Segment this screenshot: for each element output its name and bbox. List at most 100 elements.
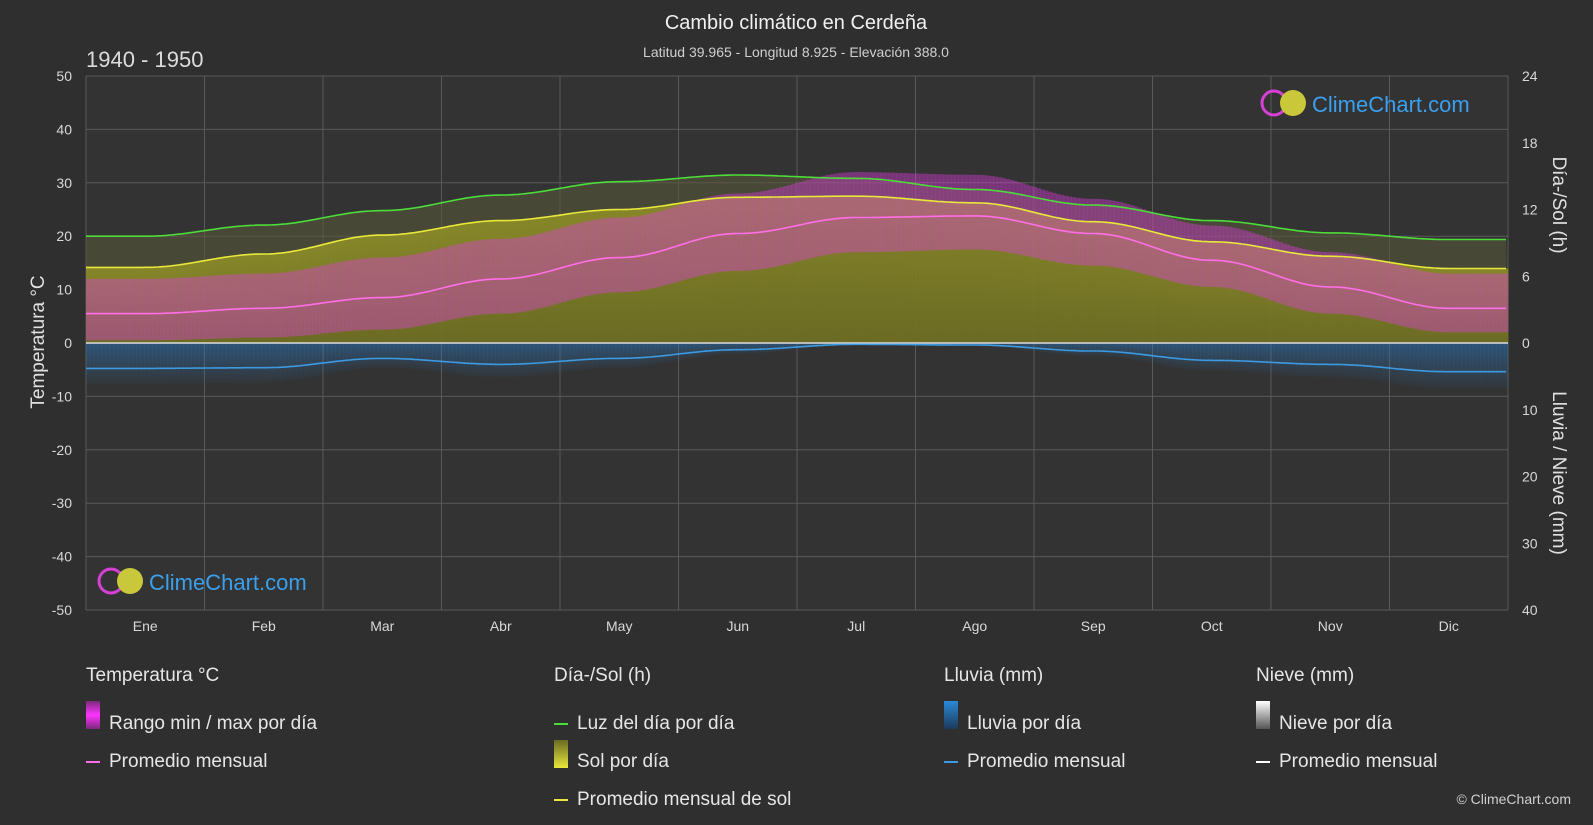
temp-range-bar (1457, 273, 1462, 333)
rain-bar (327, 343, 332, 374)
rain-bar (1149, 343, 1154, 364)
sunshine-bar (974, 202, 979, 343)
temp-range-bar (117, 278, 122, 341)
sunshine-bar (537, 217, 543, 343)
sunshine-bar (421, 231, 426, 343)
rain-bar (421, 343, 426, 371)
temp-range-bar (202, 276, 208, 339)
sunshine-bar (1001, 205, 1006, 343)
rain-bar (1161, 343, 1166, 366)
sunshine-bar (1398, 264, 1404, 343)
sunshine-avg-line (86, 195, 1506, 270)
rain-bar (1254, 343, 1259, 373)
temp-range-bar (1285, 244, 1291, 306)
sunshine-bar (1293, 253, 1298, 343)
rain-bar (569, 343, 574, 371)
temp-range-bar (541, 232, 547, 308)
rain-bar (1328, 343, 1333, 378)
legend-swatch-sun (554, 740, 568, 768)
rain-bar (1433, 343, 1439, 389)
rain-bar (276, 343, 282, 382)
rain-bar (1472, 343, 1478, 389)
rain-bar (1461, 343, 1466, 389)
temp-range-bar (362, 258, 367, 331)
sunshine-bar (744, 197, 749, 343)
temp-range-bar (471, 241, 476, 316)
sunshine-bar (1476, 268, 1482, 343)
sunshine-bar (93, 267, 98, 343)
sunshine-bar (1246, 245, 1252, 343)
temp-range-bar (226, 274, 231, 339)
sunshine-bar (319, 244, 324, 343)
temp-range-bar (1410, 269, 1415, 329)
temp-range-bar (1176, 220, 1182, 284)
temp-range-bar (1363, 256, 1369, 318)
sunshine-bar (1387, 262, 1392, 343)
temp-range-bar (424, 251, 430, 325)
rain-bar (237, 343, 243, 383)
temp-range-bar (1340, 252, 1345, 315)
rain-bar (1356, 343, 1361, 379)
sunshine-bar (280, 252, 285, 343)
rain-bar (89, 343, 95, 384)
temp-range-bar (1063, 195, 1069, 264)
sunshine-bar (763, 197, 769, 343)
sunshine-bar (1059, 218, 1065, 343)
rain-bar (1067, 343, 1072, 355)
y-left-tick-label: -20 (52, 442, 72, 458)
rain-bar (253, 343, 258, 383)
sunshine-bar (179, 264, 184, 343)
rain-bar (1110, 343, 1115, 357)
sunshine-bar (814, 196, 819, 343)
temp-range-bar (491, 239, 496, 314)
rain-bar (553, 343, 558, 373)
rain-bar (1200, 343, 1205, 371)
sunshine-bar (265, 254, 270, 343)
sunshine-bar (175, 265, 180, 343)
temp-range-bar (1161, 215, 1166, 280)
temp-range-bar (370, 257, 375, 330)
temp-range-bar (1406, 268, 1411, 328)
sunshine-bar (506, 220, 511, 343)
temp-range-bar (1246, 231, 1252, 293)
temp-range-bar (218, 275, 223, 339)
sunshine-bar (339, 240, 344, 343)
temp-range-bar (389, 257, 395, 330)
sunshine-bar (802, 196, 808, 343)
sunshine-bar (643, 208, 648, 343)
rain-bar (382, 343, 387, 368)
sunshine-bar (1211, 241, 1217, 343)
temp-range-bar (1188, 223, 1193, 286)
temp-range-bar (802, 180, 808, 260)
sunshine-bar (596, 210, 601, 343)
temp-range-bar (249, 273, 254, 338)
temp-range-bar (222, 274, 227, 339)
temp-range-bar (167, 278, 173, 341)
sunshine-bar (896, 198, 901, 343)
temp-range-bar (1348, 253, 1353, 315)
sunshine-bar (1352, 257, 1357, 343)
temp-range-bar (627, 217, 632, 292)
temp-range-bar (985, 175, 991, 250)
sunshine-bar (288, 251, 293, 343)
rain-bar (611, 343, 617, 368)
temp-range-bar (826, 174, 831, 255)
x-tick-label: Oct (1201, 618, 1223, 634)
sunshine-bar (101, 267, 106, 343)
sunshine-bar (1305, 254, 1310, 343)
sunshine-bar (140, 267, 145, 343)
sunshine-bar (366, 235, 371, 343)
sunshine-bar (1137, 228, 1143, 343)
x-tick-label: Jul (847, 618, 865, 634)
temp-range-bar (643, 214, 648, 290)
temp-range-bar (654, 212, 659, 288)
sunshine-bar (1321, 256, 1326, 343)
y-left-tick-label: 20 (56, 228, 72, 244)
temp-range-bar (1071, 197, 1076, 265)
temp-range-bar (1083, 198, 1088, 266)
temp-range-bar (288, 271, 293, 337)
rain-bar (600, 343, 605, 368)
sunshine-bar (662, 205, 667, 343)
temp-range-bar (257, 273, 262, 338)
temp-range-bar (1095, 198, 1100, 266)
